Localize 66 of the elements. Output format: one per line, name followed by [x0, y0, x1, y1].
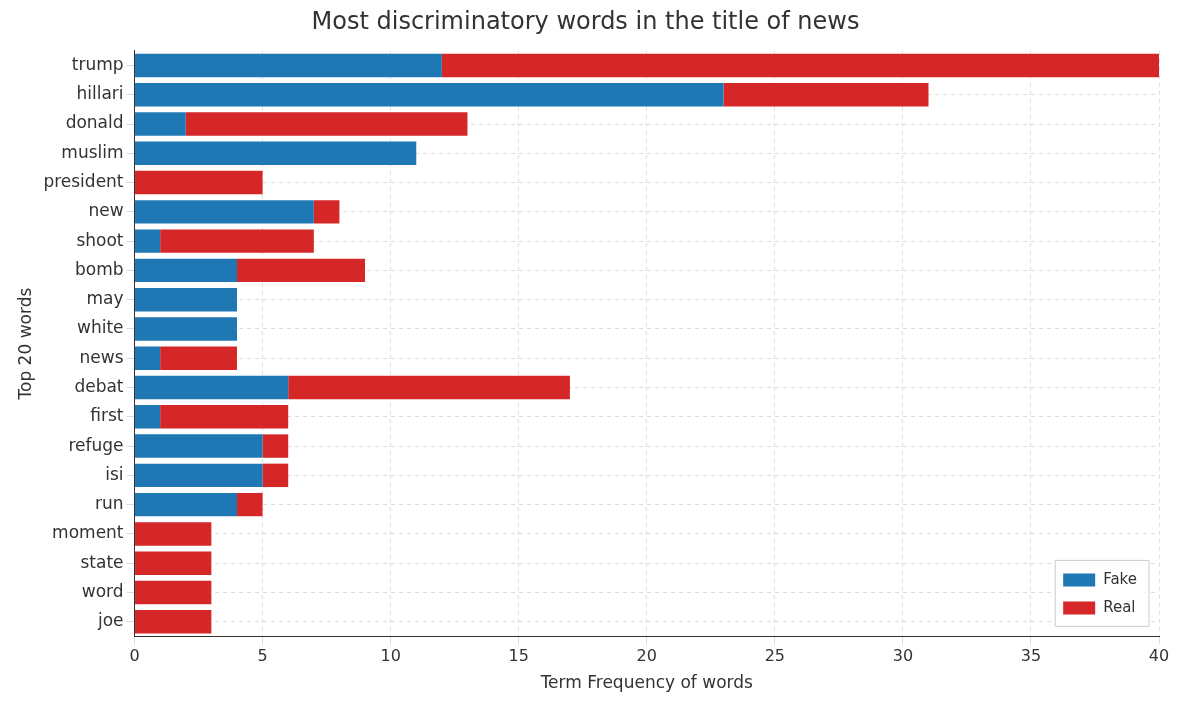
bar [262, 463, 289, 488]
bar [135, 287, 237, 312]
bar [135, 405, 161, 429]
bar [288, 375, 570, 400]
bar [135, 53, 442, 78]
bar [135, 551, 212, 575]
bar [135, 141, 417, 165]
x-tick-label: 30 [892, 646, 914, 666]
bar [135, 112, 186, 136]
x-tick-label: 25 [764, 646, 786, 666]
bar [185, 112, 468, 136]
y-tick-label: hillari [76, 83, 124, 104]
bar [135, 200, 314, 224]
bar [135, 258, 237, 283]
y-axis-title: Top 20 words [14, 287, 35, 401]
bar [236, 492, 263, 517]
y-tick-label: joe [96, 610, 124, 631]
y-tick-label: white [77, 317, 124, 338]
bar [135, 522, 212, 546]
legend-label: Fake [1103, 570, 1137, 589]
y-tick-label: word [81, 580, 124, 601]
bar [135, 375, 289, 400]
bar [160, 229, 314, 253]
bar [313, 200, 340, 224]
x-tick-label: 20 [636, 646, 657, 666]
x-tick-label: 0 [129, 646, 140, 666]
bar [262, 434, 289, 458]
bar [236, 258, 366, 283]
bar [135, 492, 237, 517]
y-tick-label: refuge [68, 434, 124, 455]
y-tick-label: debat [74, 375, 124, 396]
y-tick-label: shoot [76, 229, 124, 250]
y-tick-label: donald [65, 112, 124, 133]
y-tick-label: president [43, 170, 124, 191]
x-tick-label: 5 [257, 646, 268, 666]
bar [723, 83, 929, 107]
bar [160, 346, 237, 370]
y-tick-label: news [79, 346, 124, 367]
legend-label: Real [1103, 598, 1136, 617]
y-tick-label: isi [105, 463, 124, 484]
x-tick-label: 35 [1020, 646, 1042, 666]
x-axis-title: Term Frequency of words [539, 672, 754, 693]
bar [135, 83, 724, 107]
y-tick-label: muslim [61, 141, 124, 162]
bar [135, 346, 161, 370]
bar [135, 170, 263, 195]
x-tick-label: 40 [1148, 646, 1170, 666]
bar [135, 434, 263, 458]
bar [441, 53, 1159, 78]
y-tick-label: bomb [74, 258, 124, 279]
bar [135, 463, 263, 488]
bar [135, 229, 161, 253]
x-tick-label: 10 [380, 646, 401, 666]
bar [160, 405, 289, 429]
bar [135, 317, 237, 341]
chart-title: Most discriminatory words in the title of news [311, 6, 860, 35]
y-tick-label: run [94, 493, 124, 514]
y-tick-label: state [80, 551, 124, 572]
y-tick-label: new [88, 200, 124, 221]
y-tick-label: trump [71, 53, 124, 74]
bar [135, 580, 212, 605]
x-tick-label: 15 [508, 646, 529, 666]
y-tick-label: moment [52, 522, 124, 543]
y-tick-label: may [86, 288, 124, 309]
bar [135, 610, 212, 634]
y-tick-label: first [90, 405, 124, 426]
